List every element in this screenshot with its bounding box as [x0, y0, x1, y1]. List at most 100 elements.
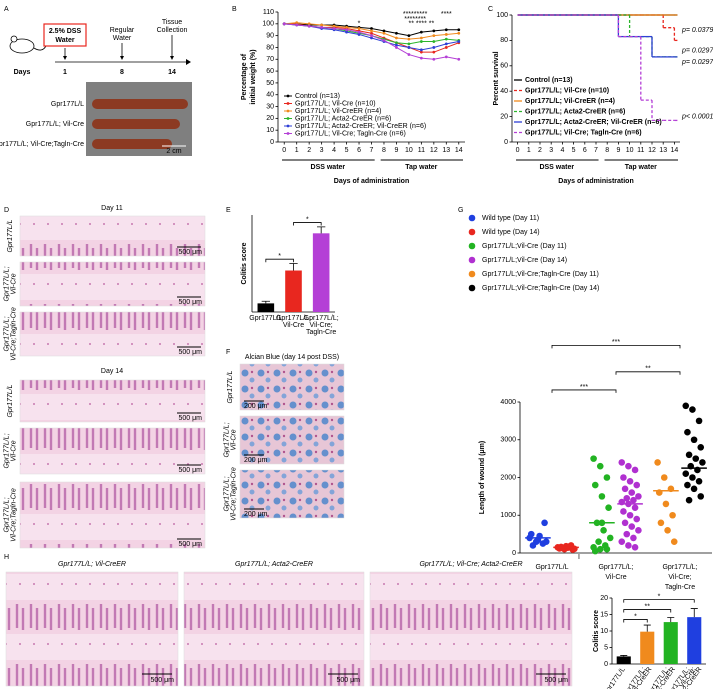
x-tick-label: 12	[648, 147, 656, 154]
x-tick-label: 1	[295, 147, 299, 154]
point	[457, 28, 461, 32]
bar	[257, 303, 275, 312]
point	[685, 451, 693, 459]
point	[620, 508, 627, 515]
significance-bracket	[615, 371, 681, 375]
panel-label: H	[4, 554, 9, 561]
days-label: Days	[14, 69, 31, 76]
row-label: Gpr177L/L;	[223, 422, 230, 457]
error-bar	[643, 624, 651, 632]
point	[432, 29, 436, 33]
point	[633, 515, 641, 523]
point	[407, 34, 411, 38]
panel-label: E	[226, 207, 231, 214]
bar	[640, 631, 655, 664]
x-tick-label: 12	[430, 147, 438, 154]
y-tick-label: 20	[600, 595, 608, 602]
legend-marker	[286, 117, 290, 120]
legend-label: Gpr177L/L; Vil-CreER (n=4)	[525, 98, 615, 105]
row-label: Gpr177L/L	[7, 219, 14, 252]
point	[444, 33, 448, 36]
y-tick-label: 60	[266, 68, 274, 75]
point	[682, 402, 690, 410]
y-tick-label: 60	[500, 63, 508, 70]
point	[395, 31, 398, 35]
micrograph	[369, 571, 573, 687]
micrograph	[19, 379, 206, 423]
point	[630, 534, 637, 542]
row-label: Vil-Cre;Tagln-Cre	[10, 307, 17, 361]
x-tick-label: 3	[320, 147, 324, 154]
x-tick-label: 0	[282, 147, 286, 154]
colon	[92, 139, 172, 149]
annotation: p= 0.0297	[681, 59, 713, 66]
panel-label: A	[4, 6, 9, 13]
point	[600, 527, 607, 534]
point	[654, 459, 661, 466]
scale-label: 500 μm	[337, 677, 361, 684]
x-tick-label: 9	[394, 147, 398, 154]
point	[395, 43, 398, 47]
point	[395, 41, 398, 45]
point	[457, 57, 461, 61]
row-label: Gpr177L/L;	[223, 476, 230, 511]
y-tick-label: 90	[266, 32, 274, 39]
significance-bracket	[551, 344, 681, 349]
legend-label: Gpr177L/L; Acta2-CreER; Vil-CreER (n=6)	[295, 123, 426, 130]
point	[432, 57, 436, 61]
point	[618, 459, 626, 466]
point	[623, 494, 631, 502]
point	[566, 543, 573, 550]
point	[419, 50, 423, 54]
point	[407, 46, 411, 49]
point	[596, 545, 604, 553]
phase-label: Tissue	[162, 19, 182, 26]
legend-marker	[286, 132, 290, 135]
error-bar	[667, 617, 675, 623]
dss-label: 2.5% DSS	[49, 28, 82, 35]
point	[660, 474, 668, 481]
point	[345, 30, 348, 34]
significance-bracket	[293, 222, 322, 226]
legend-label: Gpr177L/L;Vil-Cre;Tagln-Cre (Day 11)	[482, 271, 599, 278]
x-tick-label: 1	[527, 147, 531, 154]
legend-marker	[468, 256, 476, 264]
panel-title: Alcian Blue (day 14 post DSS)	[245, 354, 339, 361]
micrograph	[19, 481, 206, 549]
bar	[663, 622, 678, 664]
point	[657, 519, 665, 527]
point	[542, 538, 550, 545]
x-tick-label: 13	[659, 147, 667, 154]
dss-label: Water	[55, 37, 74, 44]
x-tick-label: Gpr177L/L;	[304, 315, 339, 322]
point	[625, 542, 632, 549]
scale-label: 200 μm	[244, 403, 268, 410]
x-tick-label: 10	[626, 147, 634, 154]
legend-marker	[468, 242, 476, 250]
x-tick-label: 8	[382, 147, 386, 154]
point	[370, 27, 373, 30]
point	[695, 477, 703, 485]
significance-label: *	[278, 253, 281, 260]
row-label: Gpr177L/L;	[3, 316, 10, 351]
significance-label: *	[634, 613, 637, 620]
point	[591, 481, 599, 489]
point	[621, 485, 629, 493]
point	[603, 474, 611, 481]
legend-label: Wild type (Day 11)	[482, 215, 539, 222]
x-tick-label: Tagln-Cre	[306, 329, 336, 336]
x-tick-label: 10	[405, 147, 413, 154]
legend-label: Gpr177L/L; Acta2-CreER (n=6)	[295, 115, 391, 122]
significance-bracket	[623, 609, 672, 613]
point	[320, 25, 324, 29]
point	[370, 29, 373, 33]
point	[357, 33, 361, 36]
y-tick-label: 110	[263, 9, 274, 16]
x-tick-label: Vil-Cre;	[668, 574, 691, 581]
point	[695, 417, 703, 425]
point	[606, 534, 614, 542]
x-tick-label: 4	[332, 147, 336, 154]
point	[295, 23, 299, 27]
x-tick-label: 5	[345, 147, 349, 154]
mouse-icon	[9, 38, 35, 54]
